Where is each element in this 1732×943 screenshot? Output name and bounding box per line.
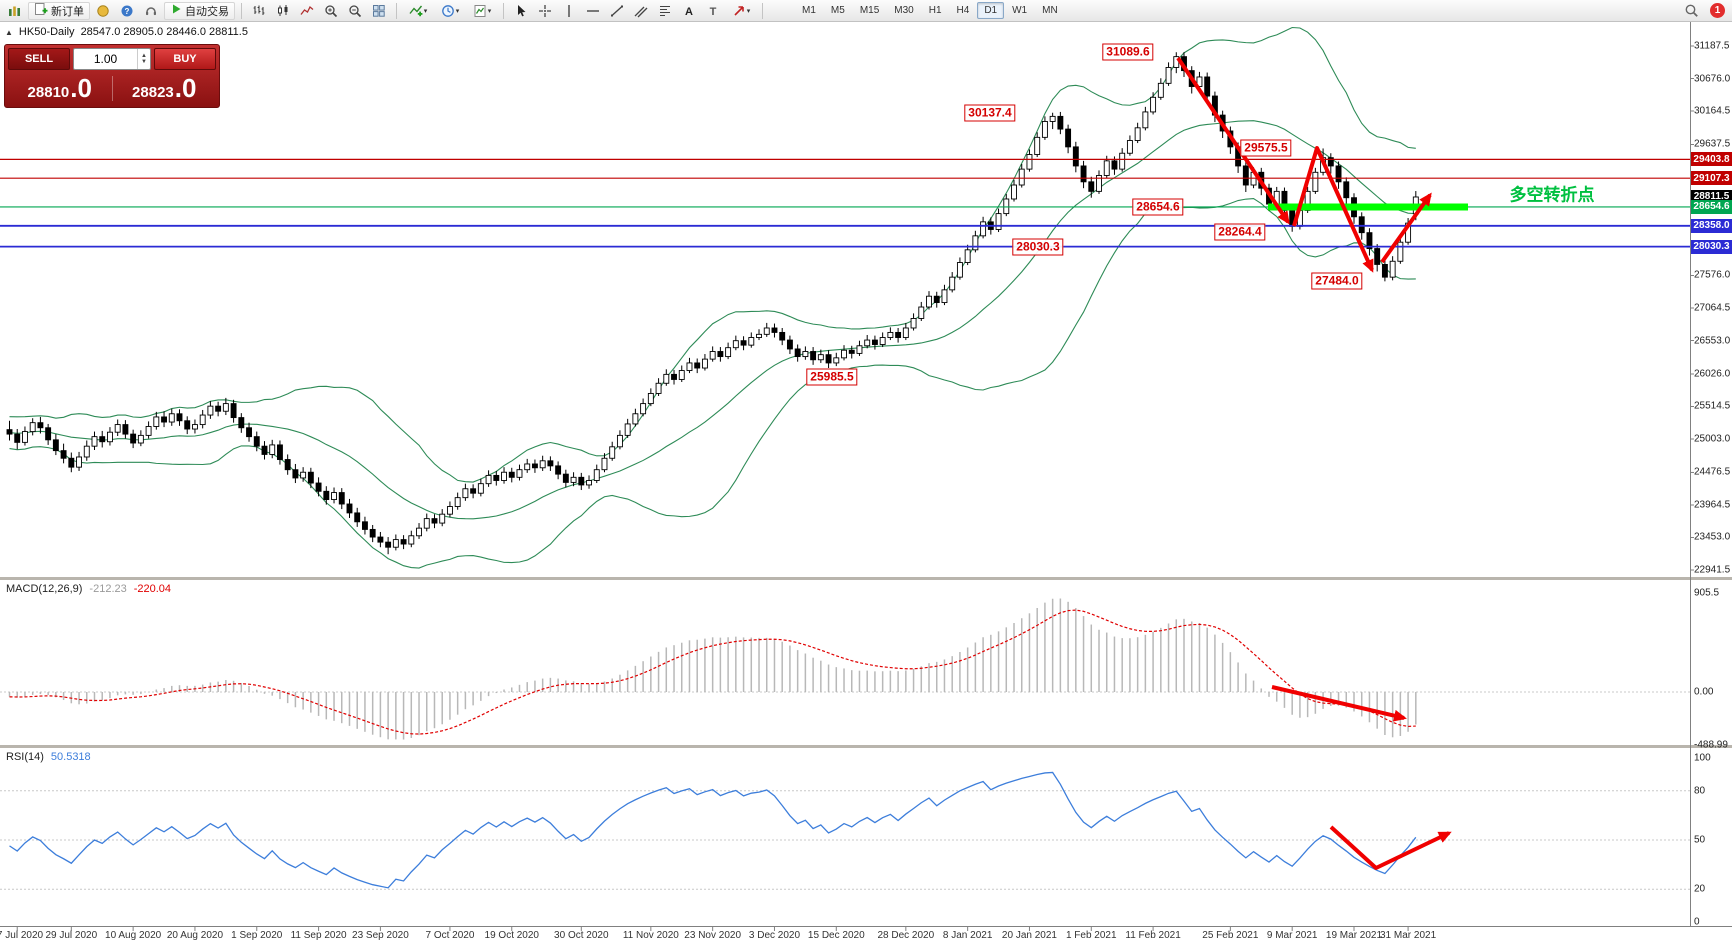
toolbar-separator bbox=[396, 2, 397, 19]
alerts-badge[interactable]: 1 bbox=[1710, 3, 1725, 18]
zoom-in-icon[interactable] bbox=[320, 2, 342, 20]
toolbar-separator bbox=[241, 2, 242, 19]
macd-signal-value: -220.04 bbox=[133, 583, 172, 595]
search-icon[interactable] bbox=[1680, 2, 1702, 20]
timeframe-M1[interactable]: M1 bbox=[802, 5, 816, 16]
buy-price[interactable]: 28823.0 bbox=[132, 72, 197, 103]
rsi-panel-layer bbox=[0, 771, 1690, 890]
svg-text:A: A bbox=[685, 6, 693, 18]
toolbar: 新订单 ? 自动交易 ▾ ▾ ▾ A T ▾ M1 M5 M15 M30 H1 H4 D1 W… bbox=[0, 0, 1732, 22]
equidistant-channel-icon[interactable] bbox=[630, 2, 652, 20]
bollinger-lower bbox=[9, 197, 1416, 569]
rsi-header: RSI(14) 50.5318 bbox=[6, 751, 91, 763]
chart-title: ▲ HK50-Daily 28547.0 28905.0 28446.0 288… bbox=[5, 26, 248, 38]
new-order-label: 新订单 bbox=[51, 5, 84, 18]
vertical-line-icon[interactable] bbox=[558, 2, 580, 20]
new-order-icon bbox=[34, 2, 48, 19]
new-order-button[interactable]: 新订单 bbox=[28, 1, 90, 20]
macd-header: MACD(12,26,9) -212.23 -220.04 bbox=[6, 583, 171, 595]
collapse-marker-icon[interactable]: ▲ bbox=[5, 27, 13, 37]
toolbar-separator bbox=[503, 2, 504, 19]
horizontal-line-icon[interactable] bbox=[582, 2, 604, 20]
cursor-icon[interactable] bbox=[510, 2, 532, 20]
fibonacci-icon[interactable] bbox=[654, 2, 676, 20]
macd-main-value: -212.23 bbox=[89, 583, 127, 595]
timeframe-group: M1 M5 M15 M30 H1 H4 D1 W1 MN bbox=[795, 2, 1065, 19]
trend-arrow[interactable] bbox=[1329, 825, 1452, 870]
timeframe-D1[interactable]: D1 bbox=[977, 2, 1005, 19]
note-text[interactable]: 多空转折点 bbox=[1509, 185, 1595, 205]
trendline-icon[interactable] bbox=[606, 2, 628, 20]
indicators-dropdown[interactable]: ▾ bbox=[403, 2, 433, 20]
svg-text:T: T bbox=[710, 6, 717, 18]
macd-signal-line bbox=[9, 609, 1416, 735]
timeframe-H4[interactable]: H4 bbox=[956, 5, 970, 16]
toolbar-right: 1 bbox=[1680, 2, 1728, 20]
timeframe-M30[interactable]: M30 bbox=[894, 5, 914, 16]
rsi-line bbox=[9, 771, 1417, 889]
timeframe-W1[interactable]: W1 bbox=[1012, 5, 1028, 16]
svg-text:?: ? bbox=[125, 7, 130, 16]
candlestick-chart-icon[interactable] bbox=[272, 2, 294, 20]
chart-symbol-period: HK50-Daily bbox=[18, 26, 75, 38]
trend-arrow[interactable] bbox=[1380, 192, 1432, 264]
bollinger-bands bbox=[9, 26, 1416, 569]
trend-arrow[interactable] bbox=[1176, 56, 1290, 225]
templates-dropdown[interactable]: ▾ bbox=[467, 2, 497, 20]
volume-input[interactable] bbox=[74, 49, 137, 69]
support-icon[interactable] bbox=[140, 2, 162, 20]
chart-ohlc-values: 28547.0 28905.0 28446.0 28811.5 bbox=[80, 26, 248, 38]
help-icon[interactable]: ? bbox=[116, 2, 138, 20]
timeframe-M15[interactable]: M15 bbox=[859, 5, 880, 16]
sell-price[interactable]: 28810.0 bbox=[8, 75, 113, 101]
buy-button[interactable]: BUY bbox=[154, 48, 216, 70]
auto-trading-button[interactable]: 自动交易 bbox=[164, 1, 235, 20]
mql5-community-icon[interactable] bbox=[92, 2, 114, 20]
sell-button[interactable]: SELL bbox=[8, 48, 70, 70]
text-icon[interactable]: A bbox=[678, 2, 700, 20]
volume-box: ▲▼ bbox=[73, 48, 151, 70]
zoom-out-icon[interactable] bbox=[344, 2, 366, 20]
arrows-dropdown[interactable]: ▾ bbox=[726, 2, 756, 20]
rsi-label: RSI(14) bbox=[6, 751, 44, 763]
trend-arrow[interactable] bbox=[1271, 685, 1407, 722]
timeframe-H1[interactable]: H1 bbox=[928, 5, 942, 16]
candles-layer bbox=[6, 52, 1419, 555]
timeframe-M5[interactable]: M5 bbox=[830, 5, 845, 16]
toolbar-separator bbox=[762, 2, 763, 19]
text-label-icon[interactable]: T bbox=[702, 2, 724, 20]
tile-windows-icon[interactable] bbox=[368, 2, 390, 20]
trend-arrow[interactable] bbox=[1292, 146, 1374, 273]
line-chart-icon[interactable] bbox=[296, 2, 318, 20]
timeframe-MN[interactable]: MN bbox=[1042, 5, 1058, 16]
periods-dropdown[interactable]: ▾ bbox=[435, 2, 465, 20]
bar-chart-icon[interactable] bbox=[248, 2, 270, 20]
one-click-trading-panel: SELL ▲▼ BUY 28810.0 28823.0 bbox=[4, 44, 220, 108]
auto-trading-icon bbox=[170, 3, 182, 18]
volume-up-icon[interactable]: ▲ bbox=[141, 53, 147, 59]
crosshair-icon[interactable] bbox=[534, 2, 556, 20]
macd-panel-layer bbox=[0, 598, 1690, 740]
new-chart-icon[interactable] bbox=[4, 2, 26, 20]
volume-stepper[interactable]: ▲ ▼ bbox=[137, 49, 150, 69]
volume-down-icon[interactable]: ▼ bbox=[141, 59, 147, 65]
bollinger-upper bbox=[9, 26, 1416, 483]
auto-trading-label: 自动交易 bbox=[185, 5, 229, 18]
macd-label: MACD(12,26,9) bbox=[6, 583, 83, 595]
rsi-value: 50.5318 bbox=[50, 751, 91, 763]
